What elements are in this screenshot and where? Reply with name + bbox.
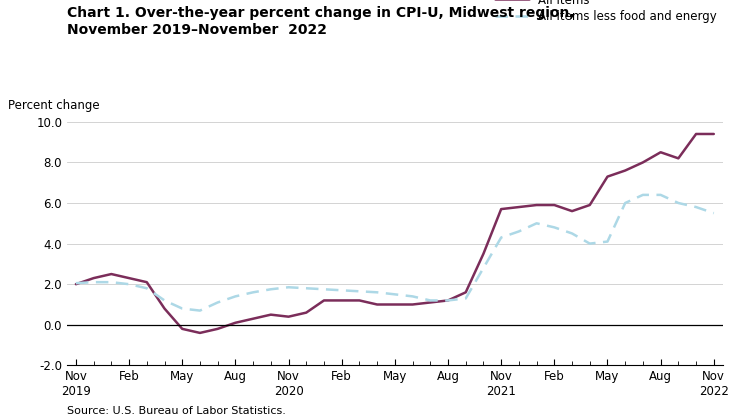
All items less food and energy	[426, 298, 435, 303]
All items	[160, 306, 169, 311]
Text: Source: U.S. Bureau of Labor Statistics.: Source: U.S. Bureau of Labor Statistics.	[67, 406, 286, 416]
All items less food and energy	[284, 285, 293, 290]
Text: Chart 1. Over-the-year percent change in CPI-U, Midwest region,: Chart 1. Over-the-year percent change in…	[67, 6, 574, 20]
Text: Percent change: Percent change	[8, 99, 100, 112]
All items less food and energy	[107, 280, 115, 285]
All items less food and energy	[231, 294, 240, 299]
All items less food and energy	[302, 286, 311, 291]
All items	[231, 320, 240, 325]
All items less food and energy	[372, 290, 381, 295]
All items	[178, 326, 187, 331]
All items less food and energy	[160, 298, 169, 303]
All items less food and energy	[89, 280, 98, 285]
All items less food and energy	[568, 231, 577, 236]
All items	[709, 131, 718, 136]
All items	[267, 312, 276, 317]
All items less food and energy	[320, 287, 329, 292]
All items less food and energy	[142, 286, 151, 291]
All items less food and energy	[709, 211, 718, 216]
All items	[107, 271, 115, 276]
All items	[568, 209, 577, 214]
All items	[532, 202, 541, 207]
All items	[372, 302, 381, 307]
All items	[320, 298, 329, 303]
All items less food and energy	[514, 229, 523, 234]
All items	[72, 282, 80, 287]
Line: All items: All items	[76, 134, 714, 333]
Legend: All items, All items less food and energy: All items, All items less food and energ…	[495, 0, 717, 23]
All items less food and energy	[479, 265, 488, 270]
All items less food and energy	[390, 292, 399, 297]
Text: November 2019–November  2022: November 2019–November 2022	[67, 23, 327, 37]
All items less food and energy	[337, 288, 346, 293]
All items less food and energy	[178, 306, 187, 311]
All items	[461, 290, 470, 295]
All items	[656, 150, 665, 155]
All items	[497, 207, 506, 212]
All items	[249, 316, 258, 321]
All items less food and energy	[443, 298, 452, 303]
All items less food and energy	[213, 300, 222, 305]
All items	[355, 298, 364, 303]
All items less food and energy	[267, 287, 276, 292]
All items less food and energy	[249, 290, 258, 295]
All items less food and energy	[691, 205, 700, 210]
All items	[195, 331, 204, 336]
All items less food and energy	[195, 308, 204, 313]
All items less food and energy	[408, 294, 417, 299]
All items	[514, 205, 523, 210]
All items less food and energy	[355, 289, 364, 294]
All items less food and energy	[550, 225, 559, 230]
All items	[550, 202, 559, 207]
All items	[621, 168, 630, 173]
All items	[337, 298, 346, 303]
All items	[586, 202, 595, 207]
All items less food and energy	[621, 200, 630, 205]
All items less food and energy	[638, 192, 647, 197]
All items	[674, 156, 683, 161]
All items	[479, 251, 488, 256]
All items	[443, 298, 452, 303]
All items	[213, 326, 222, 331]
All items less food and energy	[603, 239, 612, 244]
All items less food and energy	[497, 235, 506, 240]
All items	[142, 280, 151, 285]
All items less food and energy	[674, 200, 683, 205]
All items less food and energy	[532, 221, 541, 226]
All items	[408, 302, 417, 307]
All items less food and energy	[656, 192, 665, 197]
All items less food and energy	[72, 281, 80, 286]
All items	[426, 300, 435, 305]
All items less food and energy	[586, 241, 595, 246]
Line: All items less food and energy: All items less food and energy	[76, 195, 714, 311]
All items	[124, 276, 133, 281]
All items less food and energy	[461, 296, 470, 301]
All items	[89, 276, 98, 281]
All items	[603, 174, 612, 179]
All items	[302, 310, 311, 315]
All items	[284, 314, 293, 319]
All items	[638, 160, 647, 165]
All items	[691, 131, 700, 136]
All items less food and energy	[124, 282, 133, 287]
All items	[390, 302, 399, 307]
